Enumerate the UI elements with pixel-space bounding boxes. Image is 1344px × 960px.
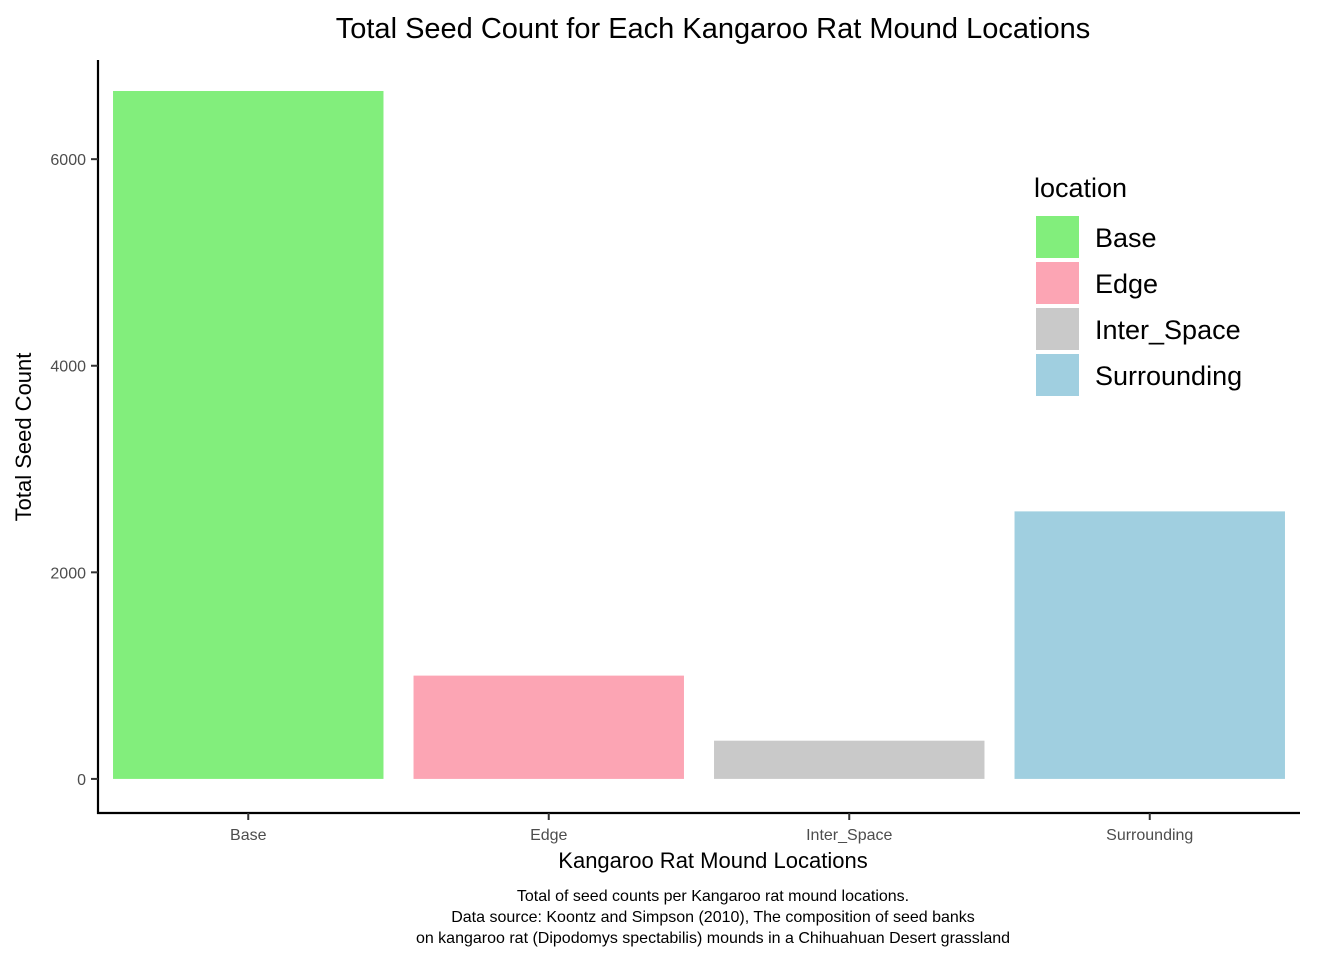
legend-swatch	[1036, 354, 1079, 396]
bar-surrounding	[1014, 511, 1285, 779]
y-tick-label: 0	[77, 772, 86, 789]
legend-label: Base	[1095, 223, 1157, 253]
legend-swatch	[1036, 308, 1079, 350]
caption: Total of seed counts per Kangaroo rat mo…	[416, 888, 1010, 947]
y-axis-ticks: 0 2000 4000 6000	[50, 152, 98, 789]
x-tick-label: Edge	[530, 827, 567, 844]
x-tick-label: Base	[230, 827, 267, 844]
legend: location Base Edge Inter_Space Surrounding	[1034, 173, 1242, 396]
y-axis-title: Total Seed Count	[11, 353, 36, 522]
legend-label: Surrounding	[1095, 361, 1242, 391]
x-axis-ticks: Base Edge Inter_Space Surrounding	[230, 813, 1193, 844]
bar-edge	[413, 675, 684, 779]
chart-title: Total Seed Count for Each Kangaroo Rat M…	[336, 13, 1090, 45]
y-tick-label: 6000	[50, 152, 86, 169]
legend-swatch	[1036, 216, 1079, 258]
bar-inter-space	[714, 740, 985, 779]
bar-base	[113, 90, 384, 779]
legend-title: location	[1034, 173, 1127, 203]
legend-label: Edge	[1095, 269, 1158, 299]
y-tick-label: 4000	[50, 359, 86, 376]
caption-line: on kangaroo rat (Dipodomys spectabilis) …	[416, 930, 1010, 947]
bars-group	[113, 90, 1285, 779]
y-tick-label: 2000	[50, 565, 86, 582]
caption-line: Total of seed counts per Kangaroo rat mo…	[517, 888, 909, 905]
x-tick-label: Surrounding	[1106, 827, 1193, 844]
x-axis-title: Kangaroo Rat Mound Locations	[558, 848, 867, 873]
legend-swatch	[1036, 262, 1079, 304]
caption-line: Data source: Koontz and Simpson (2010), …	[451, 909, 975, 926]
x-tick-label: Inter_Space	[806, 827, 892, 844]
legend-label: Inter_Space	[1095, 315, 1241, 345]
